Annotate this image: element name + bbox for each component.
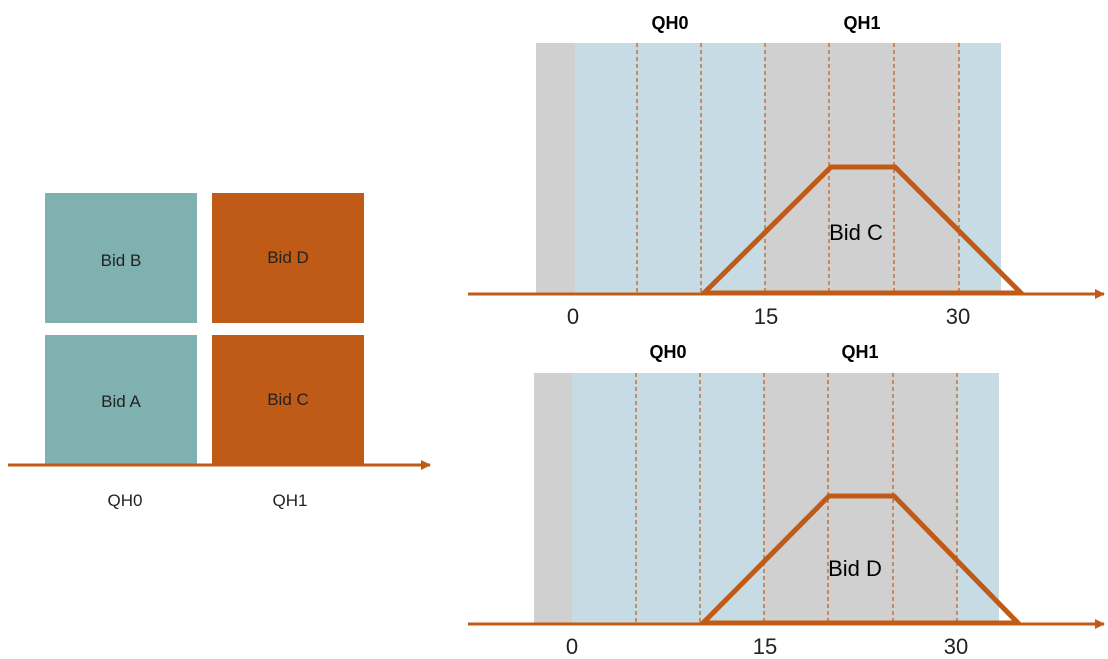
bid-d-label: Bid D (267, 248, 309, 267)
profile-bid-c: QH0 QH1 Bid C 0 15 30 (468, 13, 1105, 329)
profile-bid-d: QH0 QH1 Bid D 0 15 30 (468, 342, 1105, 659)
profile-1-blue-band-end (959, 43, 1001, 295)
profile-2-blue-band-end (957, 373, 999, 625)
bid-a-block (45, 335, 197, 465)
bid-c-block (212, 335, 364, 465)
profile-2-header-qh0: QH0 (649, 342, 686, 362)
profile-1-header-qh0: QH0 (651, 13, 688, 33)
profile-2-bid-label: Bid D (828, 556, 882, 581)
left-axis-label-qh0: QH0 (108, 491, 143, 510)
profile-1-tick-0: 0 (567, 304, 579, 329)
profile-2-bid-trapezoid (696, 493, 1024, 626)
profile-1-header-qh1: QH1 (843, 13, 880, 33)
left-bid-diagram: Bid B Bid D Bid A Bid C QH0 QH1 (8, 193, 431, 510)
profile-2-qh0-band (572, 373, 764, 625)
profile-2-tick-15: 15 (753, 634, 777, 659)
profile-1-bid-trapezoid (697, 164, 1028, 296)
profile-1-tick-30: 30 (946, 304, 970, 329)
profile-2-tick-0: 0 (566, 634, 578, 659)
profile-1-bid-label: Bid C (829, 220, 883, 245)
profile-1-tick-15: 15 (754, 304, 778, 329)
profile-2-tick-30: 30 (944, 634, 968, 659)
bid-b-label: Bid B (101, 251, 142, 270)
bid-d-block (212, 193, 364, 323)
profile-2-header-qh1: QH1 (841, 342, 878, 362)
left-axis-label-qh1: QH1 (273, 491, 308, 510)
profile-2-gray-band-start (534, 373, 572, 625)
profile-1-gray-band-start (536, 43, 575, 295)
bid-c-label: Bid C (267, 390, 309, 409)
profile-1-qh0-band (575, 43, 765, 295)
profile-2-qh1-band (764, 373, 957, 625)
bid-a-label: Bid A (101, 392, 141, 411)
bid-b-block (45, 193, 197, 323)
